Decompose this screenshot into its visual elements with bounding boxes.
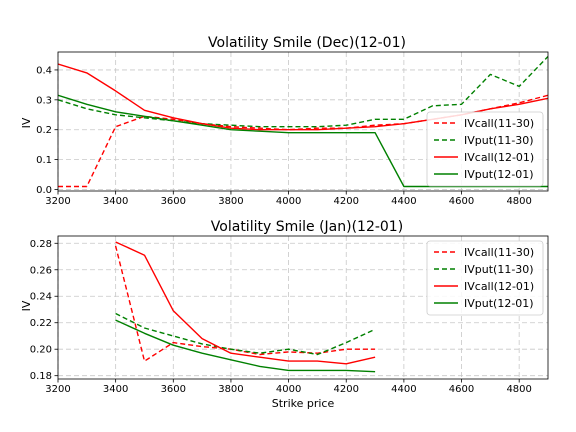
x-tick-label: 4200 (334, 196, 359, 207)
y-tick-label: 0.24 (30, 292, 52, 303)
legend-label: IVput(11-30) (464, 134, 534, 147)
series-lines (114, 241, 376, 373)
series-line-ivput-11-30 (58, 56, 548, 128)
x-tick-label: 4000 (276, 196, 301, 207)
x-tick-label: 4600 (449, 196, 474, 207)
series-line-ivcall-12-01 (115, 241, 376, 365)
y-tick-label: 0.18 (30, 371, 52, 382)
legend-label: IVput(12-01) (464, 168, 534, 181)
legend-box (426, 111, 544, 187)
y-tick-label: 0.3 (36, 95, 52, 106)
axis-ticks: 3200 3400 3600 3800 4000 4200 4400 4600 4800 0.18… (30, 239, 532, 395)
legend-label: IVcall(12-01) (464, 151, 534, 164)
y-axis-label: IV (20, 300, 33, 311)
legend-label: IVcall(12-01) (464, 280, 534, 293)
legend-label: IVput(11-30) (464, 263, 534, 276)
chart-title: Volatility Smile (Dec)(12-01) (208, 35, 406, 51)
legend-box (426, 240, 544, 316)
legend-label: IVput(12-01) (464, 297, 534, 310)
chart-title: Volatility Smile (Jan)(12-01) (211, 219, 403, 235)
series-line-ivput-11-30 (115, 312, 376, 356)
x-tick-label: 3600 (161, 384, 186, 395)
y-tick-label: 0.26 (30, 265, 52, 276)
legend: IVcall(11-30) IVput(11-30) IVcall(12-01) IV… (426, 240, 544, 316)
x-tick-label: 3200 (45, 196, 70, 207)
y-tick-label: 0.0 (36, 185, 52, 196)
x-tick-label: 4000 (276, 384, 301, 395)
x-tick-label: 4400 (391, 384, 416, 395)
x-tick-label: 3400 (103, 384, 128, 395)
x-tick-label: 4200 (334, 384, 359, 395)
x-tick-label: 3400 (103, 196, 128, 207)
x-tick-label: 3200 (45, 384, 70, 395)
x-axis-label: Strike price (272, 397, 335, 410)
y-tick-label: 0.4 (36, 65, 52, 76)
y-tick-label: 0.20 (30, 345, 52, 356)
legend-label: IVcall(11-30) (464, 117, 534, 130)
x-tick-label: 3800 (218, 196, 243, 207)
x-tick-label: 3600 (161, 196, 186, 207)
x-tick-label: 4400 (391, 196, 416, 207)
axis-ticks: 3200 3400 3600 3800 4000 4200 4400 4600 4800 0.0 0… (36, 65, 532, 207)
legend: IVcall(11-30) IVput(11-30) IVcall(12-01) IV… (426, 111, 544, 187)
chart-jan: Volatility Smile (Jan)(12-01) IV Strike … (20, 219, 549, 410)
legend-label: IVcall(11-30) (464, 246, 534, 259)
y-tick-label: 0.22 (30, 318, 52, 329)
y-tick-label: 0.2 (36, 125, 52, 136)
plot-frame (57, 235, 549, 380)
y-axis-label: IV (20, 117, 33, 128)
x-tick-label: 4800 (506, 196, 531, 207)
plot-frame (57, 51, 549, 192)
chart-dec: Volatility Smile (Dec)(12-01) IV 3200 340… (20, 35, 549, 207)
series-line-ivput-12-01 (58, 94, 548, 188)
x-tick-label: 3800 (218, 384, 243, 395)
series-line-ivput-12-01 (115, 319, 376, 373)
y-tick-label: 0.28 (30, 239, 52, 250)
x-tick-label: 4800 (506, 384, 531, 395)
y-tick-label: 0.1 (36, 155, 52, 166)
x-tick-label: 4600 (449, 384, 474, 395)
